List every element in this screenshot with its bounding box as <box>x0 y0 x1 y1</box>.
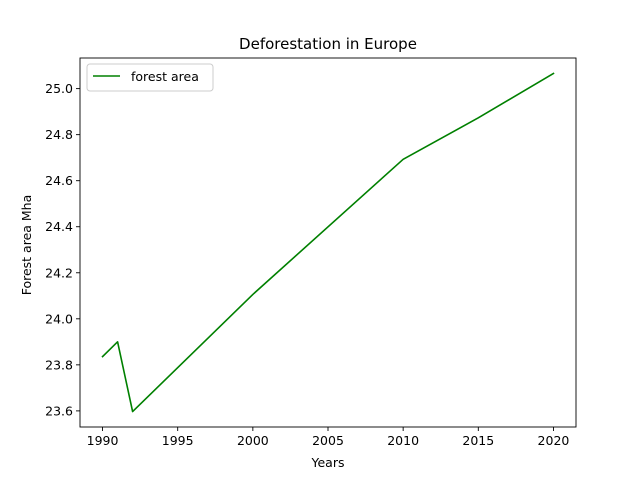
y-axis-label: Forest area Mha <box>19 195 34 296</box>
x-tick-label: 2000 <box>237 433 269 448</box>
x-tick-label: 2005 <box>312 433 344 448</box>
x-tick-label: 2015 <box>462 433 494 448</box>
y-tick-label: 24.0 <box>45 311 73 326</box>
x-tick-label: 1995 <box>162 433 194 448</box>
plot-area: 1990 1995 2000 2005 2010 2015 2020 23.6 23.8 24.0… <box>45 57 577 448</box>
x-tick-label: 2010 <box>387 433 419 448</box>
y-tick-label: 24.8 <box>45 127 73 142</box>
legend-label: forest area <box>131 69 199 84</box>
y-tick-label: 24.2 <box>45 265 73 280</box>
x-tick-label: 2020 <box>538 433 570 448</box>
chart-title: Deforestation in Europe <box>239 35 417 53</box>
y-tick-label: 23.6 <box>45 403 73 418</box>
series-line-0 <box>101 72 555 413</box>
y-tick-label: 24.4 <box>45 219 73 234</box>
legend: forest area <box>86 63 214 92</box>
y-tick-label: 24.6 <box>45 173 73 188</box>
y-tick-label: 25.0 <box>45 81 73 96</box>
legend-box <box>86 63 214 92</box>
x-axis-label: Years <box>311 455 345 470</box>
x-tick-label: 1990 <box>87 433 119 448</box>
y-tick-label: 23.8 <box>45 357 73 372</box>
